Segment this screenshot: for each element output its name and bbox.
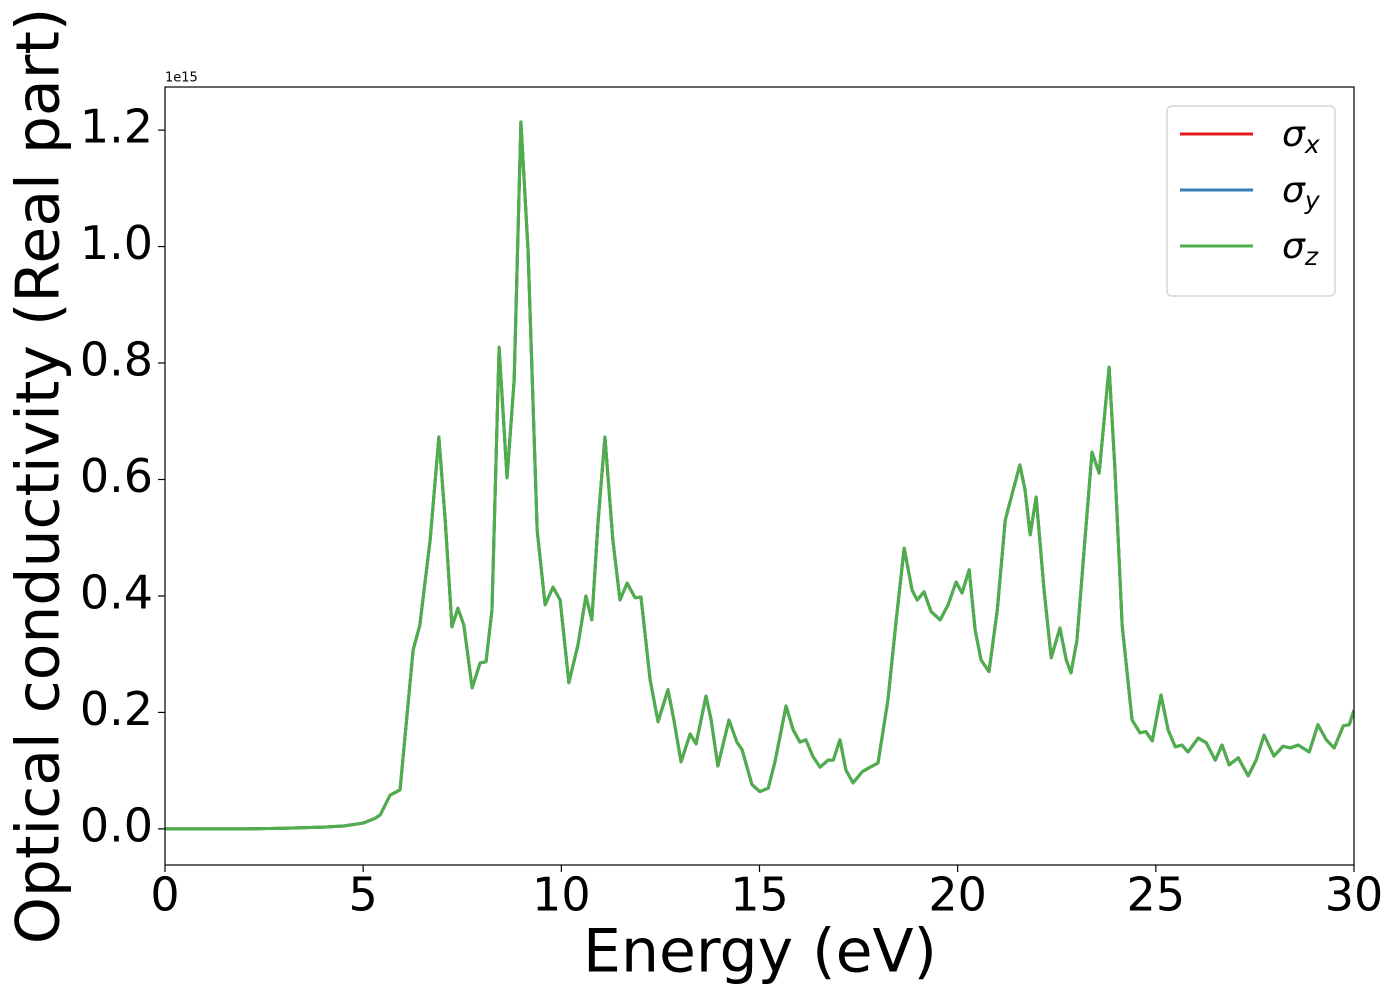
x-tick-label: 5 (349, 868, 378, 922)
x-axis-label: Energy (eV) (583, 917, 937, 987)
legend-label: σz (1282, 226, 1319, 271)
y-tick-label: 1.2 (80, 100, 153, 154)
x-tick-label: 20 (928, 868, 987, 922)
x-tick-label: 10 (532, 868, 591, 922)
y-tick-label: 0.6 (80, 449, 153, 503)
y-tick-label: 0.2 (80, 682, 153, 736)
x-tick-label: 15 (730, 868, 789, 922)
y-tick-label: 0.4 (80, 565, 153, 619)
y-offset-text: 1e15 (165, 71, 198, 86)
y-tick-label: 0.0 (80, 798, 153, 852)
legend-label: σy (1282, 170, 1321, 215)
y-tick-label: 0.8 (80, 333, 153, 387)
x-tick-label: 30 (1325, 868, 1384, 922)
y-axis-label: Optical conductivity (Real part) (4, 8, 74, 945)
legend-box (1166, 105, 1336, 297)
series-line (165, 120, 1354, 831)
plot-frame (164, 86, 1355, 866)
legend-label: σx (1282, 114, 1320, 159)
x-tick-label: 25 (1127, 868, 1186, 922)
x-tick-label: 0 (150, 868, 179, 922)
y-tick-label: 1.0 (80, 216, 153, 270)
